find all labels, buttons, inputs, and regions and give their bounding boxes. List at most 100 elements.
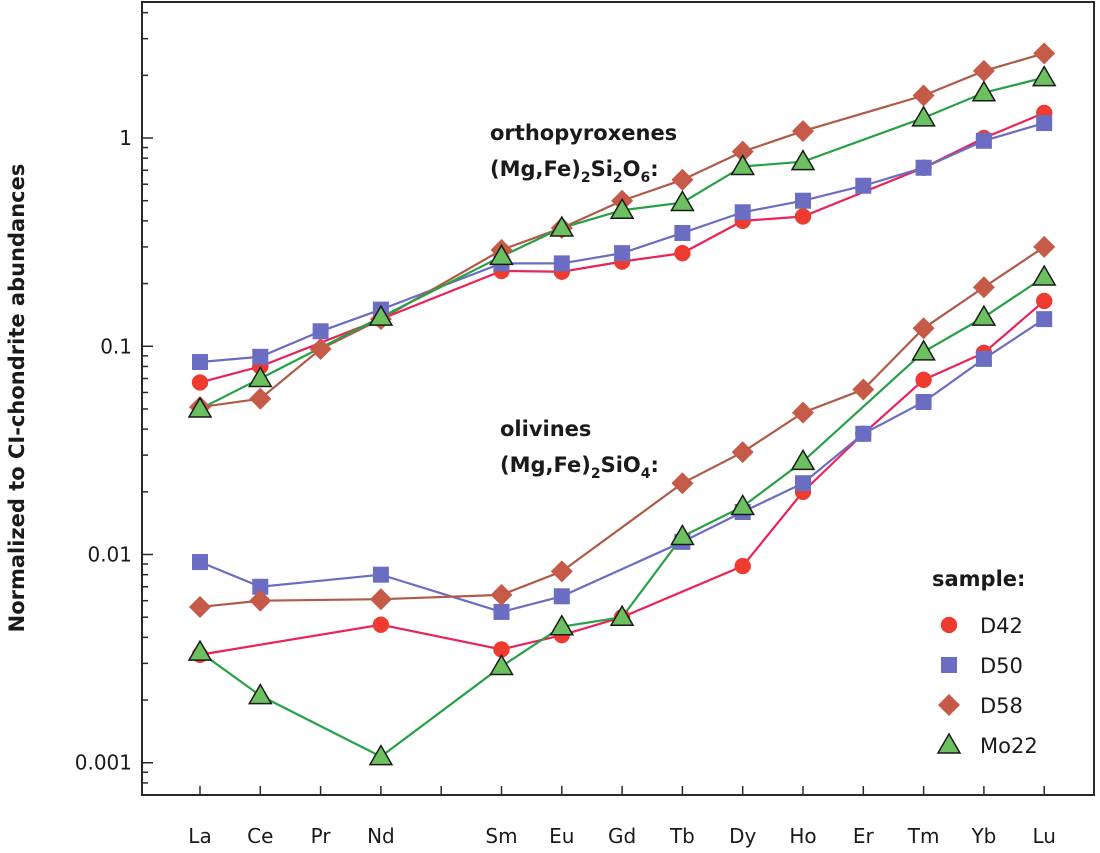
data-point-d50-orthopyroxenes [614,245,631,262]
olivines-label: olivines (Mg,Fe)2SiO4: [500,417,659,482]
x-tick-label-ho: Ho [789,824,816,848]
data-point-d50-orthopyroxenes [252,348,269,365]
data-point-d42-olivines [734,557,751,575]
data-point-mo22-orthopyroxenes [247,366,273,388]
data-point-mo22-orthopyroxenes [911,105,936,127]
y-tick-label: 0.01 [87,543,132,567]
opx-label-formula: (Mg,Fe)2Si2O6: [490,157,659,186]
data-point-mo22-olivines [911,339,936,361]
data-point-d58-orthopyroxenes [731,140,754,163]
data-point-d50-olivines [493,603,510,620]
x-tick-label-sm: Sm [485,824,517,848]
data-point-d58-orthopyroxenes [792,120,814,143]
data-point-d58-olivines [189,595,211,618]
data-point-d42-orthopyroxenes [674,244,691,262]
data-point-mo22-olivines [368,744,394,766]
series-line-d58-olivines [199,245,1045,609]
legend-label-mo22: Mo22 [980,734,1038,758]
x-tick-label-ce: Ce [247,824,273,848]
data-point-d58-olivines [792,401,814,424]
series-markers [187,42,1057,766]
data-point-mo22-olivines [609,604,635,626]
data-point-mo22-orthopyroxenes [1031,65,1057,87]
data-point-d58-olivines [1033,235,1056,258]
data-point-mo22-orthopyroxenes [368,304,394,326]
y-tick-label: 0.1 [100,334,132,358]
x-tick-label-tb: Tb [669,824,695,848]
data-point-d50-orthopyroxenes [795,192,811,209]
data-point-mo22-orthopyroxenes [489,243,514,266]
y-axis-title: Normalized to CI-chondrite abundances [5,164,29,633]
data-point-d58-orthopyroxenes [249,387,272,410]
data-point-d58-olivines [490,583,513,606]
x-tick-label-pr: Pr [311,824,332,848]
data-point-d50-olivines [372,566,389,583]
data-point-d50-orthopyroxenes [1036,115,1053,132]
x-tick-label-dy: Dy [729,824,756,848]
data-point-d50-orthopyroxenes [674,224,691,241]
data-point-mo22-orthopyroxenes [549,215,575,237]
data-point-d50-olivines [855,425,872,442]
series-line-d50-orthopyroxenes [199,122,1045,364]
legend-marker-d50 [941,657,957,673]
data-point-d50-orthopyroxenes [553,255,570,272]
legend-title: sample: [932,567,1025,591]
data-point-mo22-orthopyroxenes [670,190,695,212]
opx-label-line1: orthopyroxenes [490,121,677,145]
data-point-d50-orthopyroxenes [855,177,872,194]
data-point-d50-olivines [795,475,811,492]
legend-label-d42: D42 [980,614,1023,638]
data-point-d58-olivines [731,441,754,464]
data-point-d50-orthopyroxenes [192,354,208,371]
data-point-mo22-olivines [187,639,213,661]
x-tick-label-gd: Gd [608,824,636,848]
data-point-d58-orthopyroxenes [671,168,694,191]
data-point-mo22-olivines [730,494,756,516]
legend-marker-mo22 [936,732,962,754]
data-point-d42-olivines [915,371,932,389]
data-point-mo22-olivines [549,614,575,636]
ol-label-formula: (Mg,Fe)2SiO4: [500,453,659,482]
data-point-mo22-orthopyroxenes [790,149,816,171]
data-point-d42-olivines [372,616,390,633]
x-axis: La Ce Pr Nd Sm Eu Gd Tb Dy Ho Er Tm Yb Lu [188,786,1056,848]
series-line-mo22-olivines [199,276,1045,758]
x-tick-label-yb: Yb [970,824,996,848]
x-tick-label-lu: Lu [1032,824,1055,848]
data-point-d50-orthopyroxenes [975,132,992,149]
data-point-d42-orthopyroxenes [191,374,209,391]
series-line-d50-olivines [199,318,1045,614]
orthopyroxenes-label: orthopyroxenes (Mg,Fe)2Si2O6: [490,121,677,186]
data-point-d42-olivines [1035,292,1053,310]
data-point-mo22-olivines [670,524,695,546]
series-line-mo22-orthopyroxenes [199,76,1045,410]
data-point-d58-olivines [852,378,875,401]
ol-label-line1: olivines [500,417,591,441]
x-tick-label-eu: Eu [549,824,574,848]
data-point-d50-olivines [1036,311,1053,328]
data-point-d58-olivines [671,472,694,495]
data-point-d50-orthopyroxenes [915,159,932,176]
y-tick-label: 1 [119,126,132,150]
legend-marker-d58 [938,694,960,716]
data-point-d50-olivines [975,350,992,367]
data-point-d58-olivines [550,560,573,583]
y-axis: 0.001 0.01 0.1 1 [75,11,153,796]
data-point-mo22-orthopyroxenes [730,153,756,176]
data-point-d58-olivines [972,276,995,299]
legend-label-d58: D58 [980,694,1023,718]
data-point-d50-orthopyroxenes [734,204,751,221]
legend-label-d50: D50 [980,654,1023,678]
data-point-mo22-orthopyroxenes [971,80,997,102]
data-point-d42-orthopyroxenes [794,208,812,225]
data-point-d58-orthopyroxenes [972,59,995,82]
data-point-d58-olivines [249,589,272,612]
x-tick-label-nd: Nd [367,824,395,848]
data-point-d50-olivines [915,393,932,410]
x-tick-label-la: La [188,824,211,848]
data-point-d58-olivines [369,588,392,611]
data-point-d50-olivines [553,588,570,605]
data-point-d50-olivines [252,578,269,595]
data-point-d58-olivines [912,317,935,340]
